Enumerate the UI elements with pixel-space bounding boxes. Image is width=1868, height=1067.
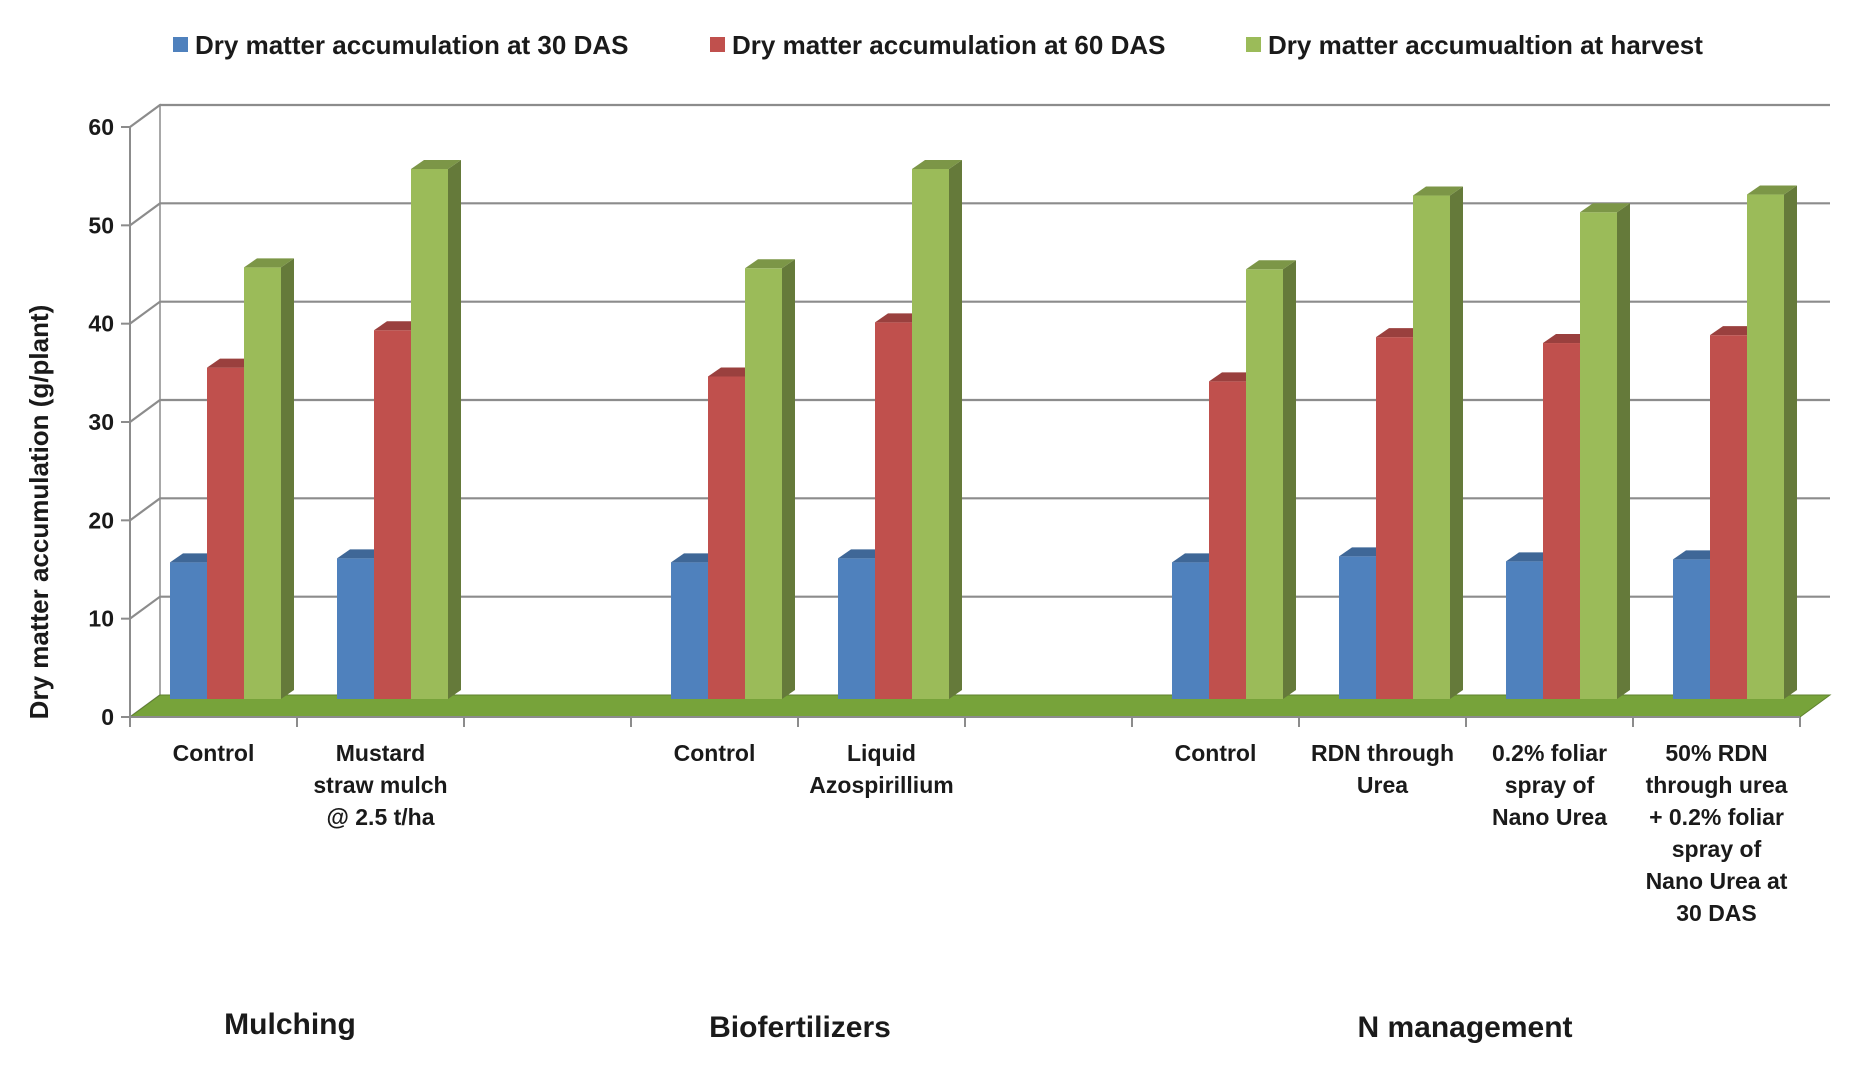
- x-tick-label: Control: [173, 740, 255, 766]
- x-tick-label: Liquid Azospirillium: [809, 740, 953, 798]
- bar-front: [1580, 212, 1617, 699]
- bar-front: [1543, 343, 1580, 699]
- bar: [1747, 185, 1797, 700]
- bar-front: [411, 168, 448, 699]
- gridline: [129, 202, 1830, 227]
- bar-front: [745, 268, 782, 699]
- bars: [170, 159, 1797, 700]
- bar-side: [1450, 186, 1463, 700]
- group-labels: Mulching Biofertilizers N management: [224, 1008, 1572, 1044]
- legend-swatch: [710, 37, 725, 52]
- bar: [745, 259, 795, 699]
- x-tick-label: 0.2% foliar spray of Nano Urea: [1492, 740, 1607, 830]
- bar-front: [875, 322, 912, 699]
- bar: [1413, 186, 1463, 700]
- x-axis: Control Mustard straw mulch @ 2.5 t/ha Contr…: [129, 716, 1801, 926]
- bar-front: [1376, 337, 1413, 699]
- bar-front: [374, 330, 411, 699]
- y-tick-label: 0: [101, 704, 114, 730]
- bar-front: [170, 562, 207, 699]
- bar-front: [912, 168, 949, 699]
- bar-front: [838, 558, 875, 699]
- bar: [1246, 260, 1296, 699]
- x-tick-label: Control: [1175, 740, 1257, 766]
- bar-top: [1747, 185, 1797, 195]
- x-tick-label: 50% RDN through urea + 0.2% foliar spray of…: [1646, 740, 1788, 926]
- group-label: N management: [1357, 1011, 1572, 1044]
- x-tick-label: Control: [674, 740, 756, 766]
- legend-item: Dry matter accumualtion at harvest: [1246, 30, 1703, 60]
- group-label: Mulching: [224, 1008, 356, 1041]
- bar-top: [1413, 186, 1463, 196]
- bar-top: [912, 159, 962, 169]
- bar-front: [708, 376, 745, 699]
- bar-front: [1209, 381, 1246, 699]
- bar-side: [949, 159, 962, 699]
- bar: [244, 258, 294, 699]
- legend-swatch: [1246, 37, 1261, 52]
- legend: Dry matter accumulation at 30 DAS Dry mat…: [173, 30, 1703, 60]
- bar-front: [1339, 556, 1376, 699]
- bar-side: [1784, 185, 1797, 700]
- bar-top: [1246, 260, 1296, 270]
- bar-side: [448, 159, 461, 699]
- bar-front: [1172, 562, 1209, 699]
- gridline: [129, 103, 1830, 128]
- legend-swatch: [173, 37, 188, 52]
- y-tick-label: 30: [88, 409, 114, 435]
- bar-top: [745, 259, 795, 269]
- bar-side: [1283, 260, 1296, 699]
- y-tick-label: 40: [88, 311, 114, 337]
- legend-item: Dry matter accumulation at 30 DAS: [173, 30, 628, 60]
- bar-front: [671, 562, 708, 699]
- bar-front: [1673, 559, 1710, 699]
- bar-side: [281, 258, 294, 699]
- bar-top: [1580, 203, 1630, 213]
- y-axis: 0 10 20 30 40 50 60: [88, 114, 131, 730]
- legend-label: Dry matter accumualtion at harvest: [1268, 30, 1703, 60]
- bar-side: [1617, 203, 1630, 699]
- bar-top: [244, 258, 294, 268]
- y-tick-label: 60: [88, 114, 114, 140]
- bar-front: [1747, 194, 1784, 700]
- bar: [912, 159, 962, 699]
- bar: [1580, 203, 1630, 699]
- x-tick-label: RDN through Urea: [1311, 740, 1454, 798]
- legend-label: Dry matter accumulation at 30 DAS: [195, 30, 628, 60]
- bar-front: [337, 558, 374, 699]
- bar: [411, 159, 461, 699]
- x-tick-label: Mustard straw mulch @ 2.5 t/ha: [313, 740, 447, 830]
- bar-side: [782, 259, 795, 699]
- bar-front: [1413, 195, 1450, 700]
- bar-front: [244, 267, 281, 699]
- legend-label: Dry matter accumulation at 60 DAS: [732, 30, 1165, 60]
- y-tick-label: 10: [88, 606, 114, 632]
- group-label: Biofertilizers: [709, 1011, 891, 1044]
- y-tick-label: 20: [88, 507, 114, 533]
- y-axis-title: Dry matter accumulation (g/plant): [24, 305, 54, 720]
- bar-top: [411, 159, 461, 169]
- bar-front: [1506, 561, 1543, 699]
- bar-front: [207, 367, 244, 699]
- y-tick-label: 50: [88, 212, 114, 238]
- bar-front: [1246, 269, 1283, 699]
- bar-front: [1710, 335, 1747, 699]
- legend-item: Dry matter accumulation at 60 DAS: [710, 30, 1165, 60]
